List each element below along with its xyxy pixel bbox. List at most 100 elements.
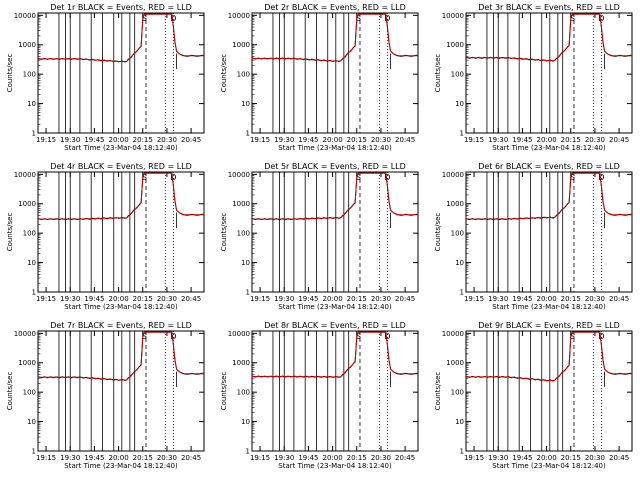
plot-frame [37, 171, 205, 293]
x-tick-label: 20:45 [609, 295, 629, 303]
y-tick-label: 1000 [18, 200, 36, 208]
x-axis-label: Start Time (23-Mar-04 18:12:40) [492, 303, 606, 311]
y-tick-label: 1000 [232, 41, 250, 49]
x-tick-label: 19:30 [488, 454, 508, 462]
x-tick-label: 20:45 [609, 454, 629, 462]
x-tick-label: 19:30 [274, 295, 294, 303]
x-tick-label: 19:45 [512, 136, 532, 144]
x-tick-label: 19:15 [464, 136, 484, 144]
y-tick-label: 10000 [228, 171, 250, 179]
y-tick-label: 100 [451, 230, 464, 238]
y-tick-label: 10 [241, 259, 250, 267]
s-marker-label: S [570, 332, 575, 341]
x-axis-label: Start Time (23-Mar-04 18:12:40) [278, 303, 392, 311]
x-tick-label: 20:30 [157, 454, 177, 462]
x-tick-label: 20:15 [561, 454, 581, 462]
y-axis-label: Counts/sec [220, 54, 228, 93]
x-tick-label: 19:15 [250, 454, 270, 462]
x-tick-label: 20:15 [561, 136, 581, 144]
y-axis-label: Counts/sec [6, 213, 14, 252]
y-tick-label: 10 [27, 259, 36, 267]
x-tick-label: 20:30 [371, 136, 391, 144]
events-series [251, 13, 419, 63]
x-tick-label: 20:45 [395, 295, 415, 303]
x-tick-label: 20:00 [108, 136, 128, 144]
x-tick-label: 20:30 [157, 295, 177, 303]
panel-4: Det 4r BLACK = Events, RED = LLD 1 10 100 10… [6, 162, 205, 311]
y-tick-label: 10 [27, 100, 36, 108]
plot-frame [251, 171, 419, 293]
s-marker-label: S [356, 14, 361, 23]
x-tick-label: 20:00 [108, 295, 128, 303]
y-axis-label: Counts/sec [6, 372, 14, 411]
x-tick-label: 19:15 [36, 295, 56, 303]
d-marker-label: D [384, 14, 390, 23]
panel-7: Det 7r BLACK = Events, RED = LLD 1 10 100 10… [6, 321, 205, 470]
y-tick-label: 1 [460, 289, 464, 297]
x-tick-label: 20:00 [536, 295, 556, 303]
y-tick-label: 1000 [446, 41, 464, 49]
panel-9: Det 9r BLACK = Events, RED = LLD 1 10 100 10… [434, 321, 633, 470]
s-marker-label: S [356, 173, 361, 182]
y-axis-label: Counts/sec [434, 54, 442, 93]
y-tick-label: 100 [237, 230, 250, 238]
lld-series [252, 331, 418, 378]
d-marker-label: D [170, 14, 176, 23]
panel-2: Det 2r BLACK = Events, RED = LLD 1 10 100 10… [220, 3, 419, 152]
panel-title: Det 2r BLACK = Events, RED = LLD [264, 3, 406, 12]
y-tick-label: 100 [237, 389, 250, 397]
d-marker-label: D [598, 173, 604, 182]
panel-5: Det 5r BLACK = Events, RED = LLD 1 10 100 10… [220, 162, 419, 311]
x-tick-label: 19:30 [274, 136, 294, 144]
x-axis-label: Start Time (23-Mar-04 18:12:40) [492, 462, 606, 470]
y-axis-label: Counts/sec [6, 54, 14, 93]
x-tick-label: 19:30 [488, 136, 508, 144]
y-tick-label: 1000 [446, 200, 464, 208]
x-tick-label: 19:45 [298, 295, 318, 303]
x-tick-label: 20:15 [347, 295, 367, 303]
panel-6: Det 6r BLACK = Events, RED = LLD 1 10 100 10… [434, 162, 633, 311]
x-tick-label: 20:45 [181, 295, 201, 303]
x-tick-label: 19:45 [84, 136, 104, 144]
y-tick-label: 10 [241, 100, 250, 108]
y-tick-label: 10000 [14, 330, 36, 338]
x-tick-label: 19:30 [60, 136, 80, 144]
x-tick-label: 20:00 [322, 136, 342, 144]
panel-title: Det 7r BLACK = Events, RED = LLD [50, 321, 192, 330]
y-tick-label: 10 [27, 418, 36, 426]
y-tick-label: 100 [23, 230, 36, 238]
events-series [37, 13, 205, 63]
x-tick-label: 19:45 [84, 454, 104, 462]
y-tick-label: 10 [455, 418, 464, 426]
y-axis-label: Counts/sec [434, 213, 442, 252]
y-tick-label: 10 [455, 259, 464, 267]
x-tick-label: 19:45 [512, 295, 532, 303]
y-tick-label: 1 [246, 130, 250, 138]
plot-frame [37, 330, 205, 452]
y-tick-label: 100 [237, 71, 250, 79]
events-series [37, 331, 205, 382]
y-tick-label: 10 [241, 418, 250, 426]
x-axis-label: Start Time (23-Mar-04 18:12:40) [64, 462, 178, 470]
s-marker-label: S [570, 173, 575, 182]
y-tick-label: 1000 [446, 359, 464, 367]
panel-title: Det 4r BLACK = Events, RED = LLD [50, 162, 192, 171]
s-marker-label: S [570, 14, 575, 23]
x-tick-label: 20:45 [395, 454, 415, 462]
panel-title: Det 9r BLACK = Events, RED = LLD [478, 321, 620, 330]
x-tick-label: 20:15 [561, 295, 581, 303]
lld-series [466, 13, 632, 62]
plot-frame [465, 330, 633, 452]
x-tick-label: 20:45 [609, 136, 629, 144]
x-tick-label: 20:15 [133, 295, 153, 303]
plot-frame [465, 171, 633, 293]
x-axis-label: Start Time (23-Mar-04 18:12:40) [278, 144, 392, 152]
y-tick-label: 10000 [228, 12, 250, 20]
x-tick-label: 19:15 [36, 454, 56, 462]
lld-series [252, 13, 418, 62]
panel-title: Det 3r BLACK = Events, RED = LLD [478, 3, 620, 12]
panel-title: Det 6r BLACK = Events, RED = LLD [478, 162, 620, 171]
y-axis-label: Counts/sec [220, 372, 228, 411]
y-tick-label: 10000 [442, 12, 464, 20]
